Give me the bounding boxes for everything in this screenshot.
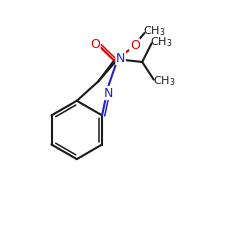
- Text: O: O: [130, 39, 140, 52]
- Text: N: N: [116, 52, 125, 64]
- Text: CH$_3$: CH$_3$: [150, 35, 173, 49]
- Text: O: O: [90, 38, 100, 51]
- Text: CH$_3$: CH$_3$: [143, 24, 165, 38]
- Text: N: N: [104, 86, 113, 100]
- Text: CH$_3$: CH$_3$: [153, 74, 175, 88]
